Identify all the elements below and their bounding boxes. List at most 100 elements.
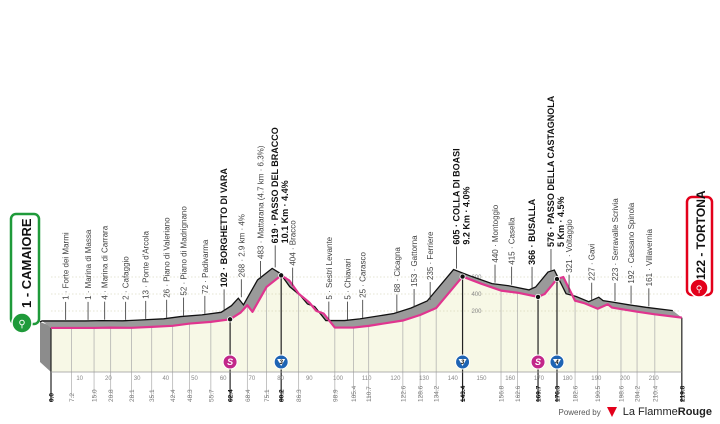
distance-label: 28.1 — [129, 389, 136, 402]
place-label: 102 · BORGHETTO DI VARA — [219, 168, 229, 288]
distance-label: 198.6 — [618, 385, 625, 402]
x-tick-label: 40 — [162, 376, 169, 382]
distance-label: 7.2 — [69, 393, 76, 402]
x-tick-label: 110 — [362, 376, 372, 382]
distance-label: 55.7 — [208, 389, 215, 402]
marker-label: S — [535, 357, 541, 367]
place-label: 235 · Ferriere — [426, 231, 435, 280]
brand-name: La FlammeRouge — [622, 406, 712, 418]
profile-line — [51, 274, 682, 330]
waypoint-dot — [227, 316, 234, 323]
place-label: 440 · Montoggio — [491, 204, 500, 262]
distance-label: 156.8 — [499, 385, 506, 402]
distance-label: 15.0 — [92, 389, 99, 402]
x-tick-label: 70 — [249, 376, 256, 382]
finish-label: 122 - TORTONA — [694, 190, 708, 280]
kom-triangle-icon — [277, 359, 286, 366]
x-tick-label: 10 — [76, 376, 83, 382]
profile-top-edge — [39, 267, 673, 323]
place-label: 227 · Gavi — [588, 244, 597, 281]
climb-stats-label: 9.2 Km · 4.0% — [462, 187, 472, 245]
place-label: 25 · Carasco — [359, 252, 368, 298]
distance-label: 68.4 — [245, 389, 252, 402]
left-side-wedge — [40, 322, 51, 372]
place-label: 2 · Cafaggio — [122, 256, 131, 300]
place-label: 26 · Piano di Valeriano — [163, 217, 172, 298]
x-tick-label: 190 — [591, 376, 602, 382]
x-tick-label: 160 — [505, 376, 516, 382]
x-tick-label: 170 — [534, 376, 545, 382]
distance-label: 110.7 — [366, 386, 373, 402]
distance-label: 143.4 — [460, 385, 467, 402]
place-label: 415 · Casella — [508, 217, 517, 265]
marker-label: 3 — [280, 360, 284, 366]
elevation-label: 400 — [471, 292, 482, 298]
footer: Powered by La FlammeRouge — [558, 406, 712, 418]
marker-label: 3 — [461, 360, 465, 366]
profile-3d-band — [42, 268, 682, 328]
x-tick-label: 210 — [649, 376, 660, 382]
place-label: 192 · Cassano Spinola — [627, 202, 636, 283]
x-tick-label: 60 — [220, 376, 227, 382]
climb-stats-label: 10.1 Km · 4.4% — [280, 180, 290, 243]
distance-label: 62.4 — [228, 389, 235, 402]
place-label: 1 · Marina di Massa — [84, 229, 93, 300]
distance-label: 134.2 — [434, 385, 441, 402]
sprint-icon — [530, 354, 546, 370]
bicycle-icon — [689, 278, 709, 298]
place-label: 576 · PASSO DELLA CASTAGNOLA — [546, 95, 556, 247]
distance-label: 122.6 — [400, 385, 407, 402]
x-tick-label: 20 — [105, 376, 112, 382]
powered-by-text: Powered by — [558, 407, 601, 417]
marker-label: S — [227, 357, 233, 367]
distance-label: 20.8 — [108, 389, 115, 402]
place-label: 5 · Sestri Levante — [325, 236, 334, 299]
distance-label: 35.1 — [149, 389, 156, 402]
distance-label: 182.6 — [573, 385, 580, 402]
distance-label: 0.0 — [49, 393, 56, 402]
x-tick-label: 200 — [620, 376, 631, 382]
waypoint-dot — [459, 273, 466, 280]
x-tick-label: 30 — [134, 376, 141, 382]
kom-triangle-icon — [458, 359, 467, 366]
svg-text:⚲: ⚲ — [18, 319, 25, 330]
bicycle-icon — [11, 312, 33, 334]
place-label: 88 · Cicagna — [393, 247, 402, 293]
place-label: 5 · Chiavari — [343, 258, 352, 299]
distance-label: 176.3 — [554, 385, 561, 402]
distance-label: 86.3 — [296, 389, 303, 402]
x-tick-label: 140 — [448, 376, 459, 382]
place-label: 52 · Piano di Madrignano — [180, 206, 189, 296]
climb-stats-label: 5 Km · 4.5% — [556, 197, 566, 248]
sprint-icon — [222, 354, 238, 370]
place-label: 366 · BUSALLA — [527, 198, 537, 265]
place-label: 321 · Voltaggio — [565, 219, 574, 273]
start-badge: 1 - CAMAIORE ⚲ — [9, 212, 41, 334]
start-label: 1 - CAMAIORE — [19, 218, 34, 308]
marker-label: 4 — [554, 360, 559, 366]
place-label: 483 · Mattarana (4.7 km · 6.3%) — [257, 145, 266, 259]
waypoint-dot — [278, 272, 285, 279]
distance-label: 169.7 — [536, 385, 543, 402]
place-label: 619 · PASSO DEL BRACCO — [270, 127, 280, 243]
place-label: 605 · COLLA DI BOASI — [452, 148, 462, 244]
x-tick-label: 130 — [419, 376, 430, 382]
place-label: 72 · Padivarma — [201, 239, 210, 294]
elevation-label: 200 — [471, 309, 482, 315]
waypoint-dot — [535, 293, 542, 300]
distance-label: 98.9 — [332, 389, 339, 402]
kom-triangle-icon — [552, 359, 561, 366]
waypoint-dot — [553, 276, 560, 283]
profile-fill — [51, 275, 682, 372]
place-label: 13 · Ponte d'Arcola — [142, 231, 151, 299]
x-tick-label: 80 — [277, 376, 284, 382]
distance-label: 42.4 — [170, 389, 177, 402]
x-tick-label: 120 — [390, 376, 401, 382]
place-label: 223 · Serravalle Scrivia — [611, 198, 620, 281]
x-tick-label: 100 — [333, 376, 344, 382]
place-label: 153 · Gattorna — [410, 235, 419, 287]
place-label: 4 · Marina di Carrara — [101, 225, 110, 299]
finish-badge: 122 - TORTONA ⚲ — [685, 190, 714, 298]
place-label: 1 · Forte dei Marmi — [62, 232, 71, 300]
